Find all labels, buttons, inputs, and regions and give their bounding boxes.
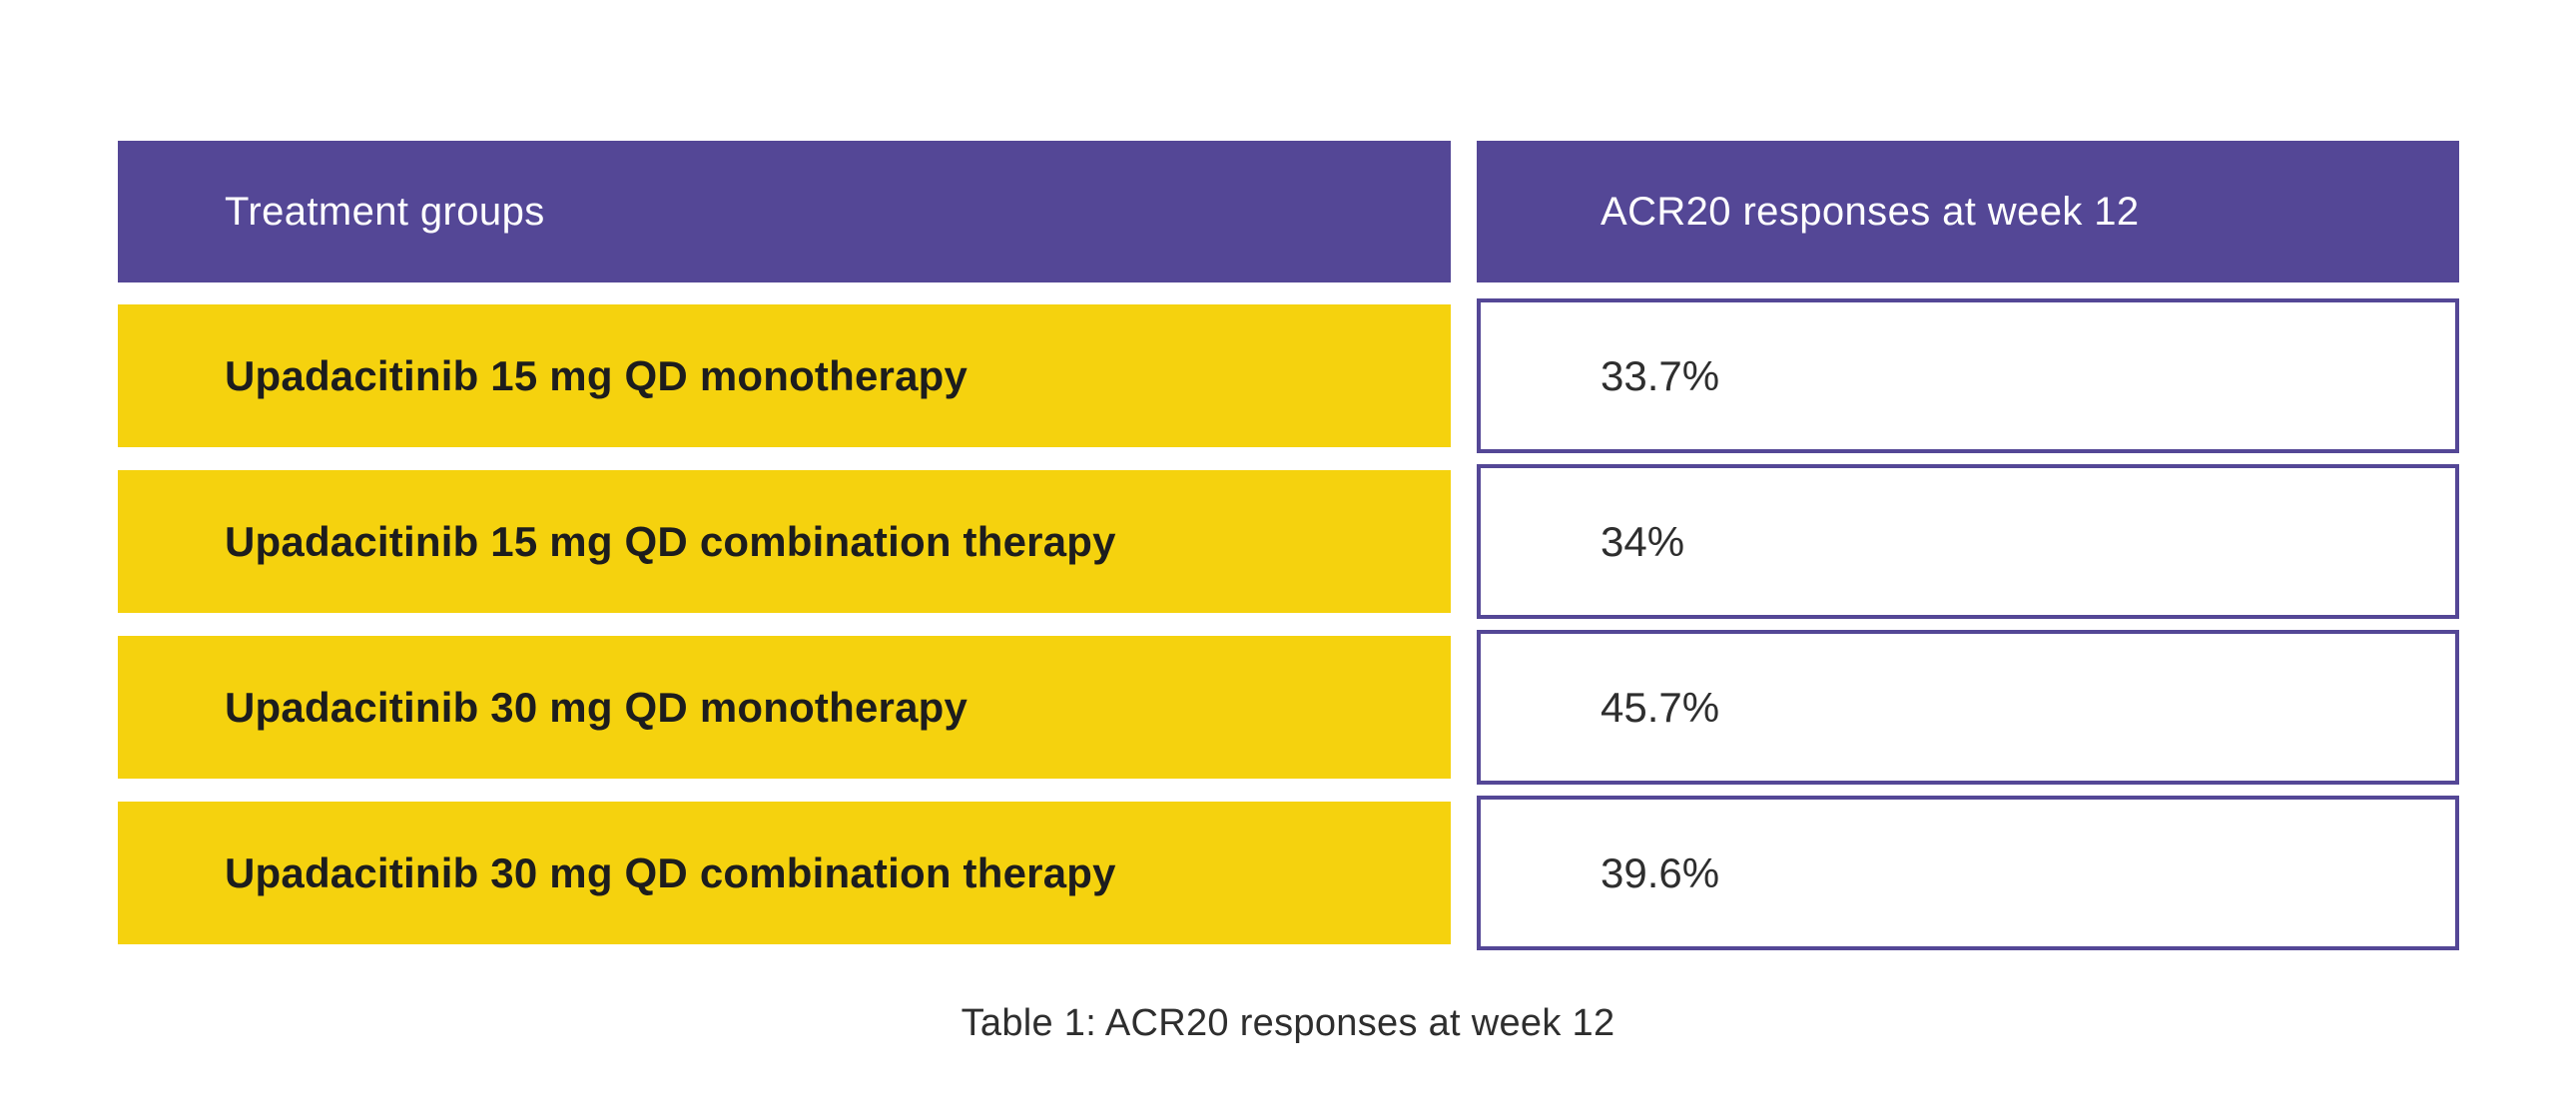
table-row: Upadacitinib 15 mg QD monotherapy 33.7%: [118, 298, 2459, 453]
value-cell: 45.7%: [1477, 630, 2459, 785]
group-label: Upadacitinib 30 mg QD combination therap…: [225, 848, 1116, 896]
group-cell: Upadacitinib 30 mg QD combination therap…: [118, 802, 1451, 944]
group-cell: Upadacitinib 30 mg QD monotherapy: [118, 636, 1451, 779]
value-label: 45.7%: [1601, 683, 1720, 731]
acr20-table: Treatment groups ACR20 responses at week…: [118, 141, 2459, 967]
value-cell: 39.6%: [1477, 796, 2459, 950]
table-header-row: Treatment groups ACR20 responses at week…: [118, 141, 2459, 282]
group-label: Upadacitinib 15 mg QD combination therap…: [225, 517, 1116, 565]
value-label: 33.7%: [1601, 351, 1720, 399]
table-row: Upadacitinib 15 mg QD combination therap…: [118, 464, 2459, 619]
table-row: Upadacitinib 30 mg QD combination therap…: [118, 796, 2459, 950]
group-label: Upadacitinib 15 mg QD monotherapy: [225, 351, 968, 399]
value-cell: 33.7%: [1477, 298, 2459, 453]
group-cell: Upadacitinib 15 mg QD monotherapy: [118, 304, 1451, 447]
group-label: Upadacitinib 30 mg QD monotherapy: [225, 683, 968, 731]
table-row: Upadacitinib 30 mg QD monotherapy 45.7%: [118, 630, 2459, 785]
header-acr20-responses: ACR20 responses at week 12: [1477, 141, 2459, 282]
value-label: 39.6%: [1601, 848, 1720, 896]
value-cell: 34%: [1477, 464, 2459, 619]
table-caption: Table 1: ACR20 responses at week 12: [961, 1002, 1615, 1044]
value-label: 34%: [1601, 517, 1685, 565]
header-treatment-groups: Treatment groups: [118, 141, 1451, 282]
header-acr20-responses-label: ACR20 responses at week 12: [1601, 189, 2140, 234]
group-cell: Upadacitinib 15 mg QD combination therap…: [118, 470, 1451, 613]
header-treatment-groups-label: Treatment groups: [225, 189, 545, 234]
